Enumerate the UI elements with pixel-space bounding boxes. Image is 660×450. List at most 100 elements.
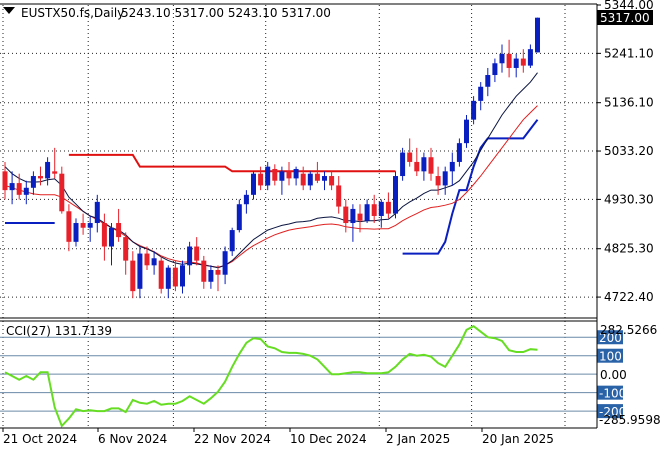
candlestick-series [2, 17, 540, 299]
candle-body [215, 270, 221, 275]
candle-body [513, 58, 519, 68]
candle-body [393, 176, 398, 214]
candle-body [208, 270, 214, 282]
candle-body [158, 260, 164, 289]
candle-body [371, 204, 377, 216]
candle-body [400, 152, 406, 177]
candle-body [130, 260, 136, 292]
candle-body [151, 258, 157, 266]
cci-level-label: -100 [599, 387, 626, 401]
cci-indicator-panel: 200 100 0.00 -100 -200 [0, 325, 627, 428]
time-axis: 21 Oct 2024 6 Nov 2024 22 Nov 2024 10 Dec 2… [2, 428, 554, 446]
candle-body [535, 17, 540, 53]
overlay-lines [4, 72, 539, 269]
support-line [5, 119, 539, 255]
price-label: 4825.30 [604, 242, 654, 256]
symbol-label: EUSTX50.fs,Daily [21, 6, 124, 20]
cci-level-tag [597, 404, 623, 419]
candle-body [201, 260, 207, 282]
candle-body [243, 194, 249, 205]
candle-body [229, 230, 235, 252]
candle-body [350, 208, 356, 224]
price-label: 5136.10 [604, 96, 654, 110]
candle-body [499, 53, 505, 64]
candle-body [80, 223, 86, 228]
candle-body [506, 53, 512, 68]
candle-body [442, 171, 448, 186]
candle-body [180, 265, 185, 287]
time-label: 6 Nov 2024 [98, 432, 167, 446]
candle-body [414, 161, 420, 172]
candle-body [265, 166, 271, 186]
candle-body [94, 201, 100, 224]
candle-body [187, 246, 193, 266]
candle-body [378, 201, 384, 216]
candle-body [364, 204, 370, 221]
price-axis: 5344.00 5241.10 5136.10 5033.20 4930.30 4825… [597, 0, 654, 304]
candle-body [428, 157, 434, 174]
candle-body [236, 204, 242, 231]
cci-level-label: -200 [599, 405, 626, 419]
resistance-line [68, 153, 396, 173]
candle-body [357, 213, 363, 221]
time-label: 21 Oct 2024 [3, 432, 77, 446]
ema-fast-line [4, 72, 538, 269]
time-label: 22 Nov 2024 [194, 432, 271, 446]
candle-body [144, 253, 150, 266]
candle-body [30, 176, 36, 188]
candle-body [314, 173, 320, 181]
cci-level-label: 200 [599, 331, 622, 345]
cci-level-tag [597, 348, 623, 363]
candle-body [2, 171, 8, 191]
time-label: 20 Jan 2025 [482, 432, 554, 446]
cci-max-label: 282.5266 [600, 323, 657, 337]
candle-body [293, 168, 299, 179]
candle-body [407, 152, 413, 162]
candle-body [87, 223, 93, 228]
candle-body [66, 211, 72, 242]
candle-body [137, 253, 143, 289]
candle-body [300, 173, 306, 186]
collapse-triangle-icon[interactable] [3, 7, 15, 14]
candle-body [527, 49, 533, 66]
candle-body [222, 251, 228, 275]
candle-body [464, 119, 469, 144]
candle-body [286, 171, 292, 179]
candle-body [322, 176, 327, 181]
time-label: 2 Jan 2025 [386, 432, 450, 446]
candle-body [194, 246, 200, 261]
cci-level-tag [597, 385, 623, 400]
candle-body [258, 173, 264, 186]
candle-body [485, 75, 491, 87]
candle-body [116, 223, 122, 238]
candle-body [478, 86, 484, 101]
candle-body [45, 161, 51, 179]
candle-body [329, 176, 335, 186]
candle-body [307, 173, 313, 186]
price-label: 4930.30 [604, 192, 654, 206]
candle-body [251, 173, 256, 195]
candle-body [449, 161, 455, 172]
candle-body [172, 267, 178, 287]
cci-line [4, 325, 538, 428]
current-price-tag: 5317.00 [597, 10, 653, 25]
candle-body [492, 63, 498, 76]
candle-body [73, 223, 79, 242]
ema-slow-line [4, 105, 538, 268]
cci-title: CCI(27) 131.7139 [6, 324, 112, 338]
cci-level-label: 0.00 [600, 368, 627, 382]
cci-level-tag [597, 330, 623, 345]
price-label: 5241.10 [604, 46, 654, 60]
candle-body [38, 176, 43, 179]
candle-body [23, 187, 29, 195]
candle-body [109, 227, 114, 247]
time-label: 10 Dec 2024 [290, 432, 367, 446]
candle-body [471, 100, 477, 120]
candle-body [336, 185, 342, 207]
candle-body [59, 173, 65, 212]
candle-body [165, 267, 171, 289]
price-label: 5033.20 [604, 144, 654, 158]
current-price-text: 5317.00 [600, 11, 650, 25]
